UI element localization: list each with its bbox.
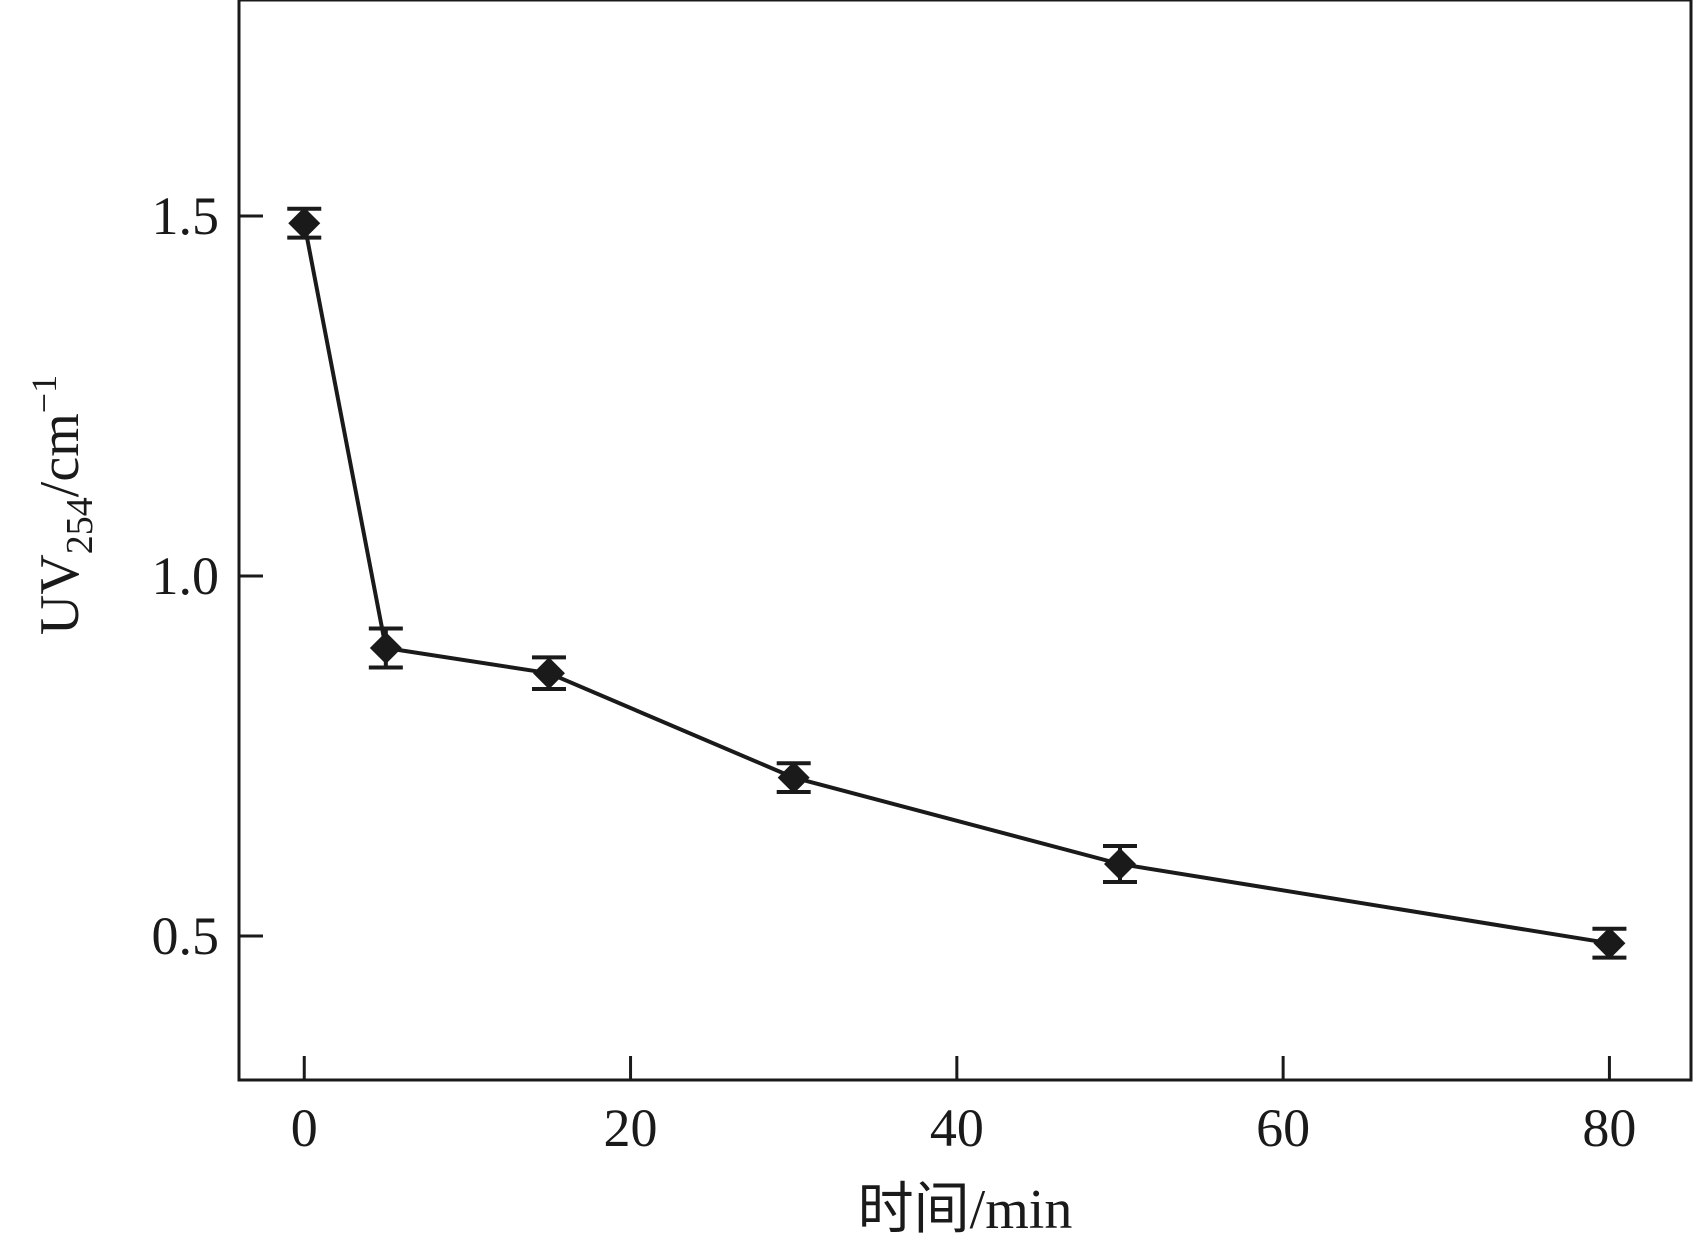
x-tick-label: 60 xyxy=(1256,1098,1310,1158)
y-tick-label: 0.5 xyxy=(152,906,220,966)
y-axis-label-superscript: −1 xyxy=(24,375,64,413)
series-line xyxy=(302,222,1610,946)
x-axis: 0 20 40 60 80 xyxy=(291,1056,1636,1158)
data-point-diamond xyxy=(1593,927,1626,960)
data-point-diamond xyxy=(777,761,810,794)
x-axis-label: 时间/min xyxy=(858,1179,1073,1241)
x-tick-label: 20 xyxy=(604,1098,658,1158)
x-tick-label: 80 xyxy=(1582,1098,1636,1158)
x-tick-label: 40 xyxy=(930,1098,984,1158)
data-point-diamond xyxy=(1103,848,1136,880)
y-axis: 0.5 1.0 1.5 xyxy=(152,186,263,966)
y-axis-label: UV254/cm−1 xyxy=(24,375,101,635)
data-point-diamond xyxy=(532,657,565,690)
data-point-diamond xyxy=(369,632,402,664)
y-tick-label: 1.5 xyxy=(152,186,220,246)
plot-frame xyxy=(237,0,1693,1082)
y-axis-label-base: UV xyxy=(29,554,91,635)
x-tick-label: 0 xyxy=(291,1098,318,1158)
data-point-diamond xyxy=(288,207,321,240)
y-axis-label-subscript: 254 xyxy=(59,497,101,554)
series xyxy=(287,206,1627,960)
y-axis-label-unit: /cm xyxy=(29,413,91,497)
y-tick-label: 1.0 xyxy=(152,546,220,606)
